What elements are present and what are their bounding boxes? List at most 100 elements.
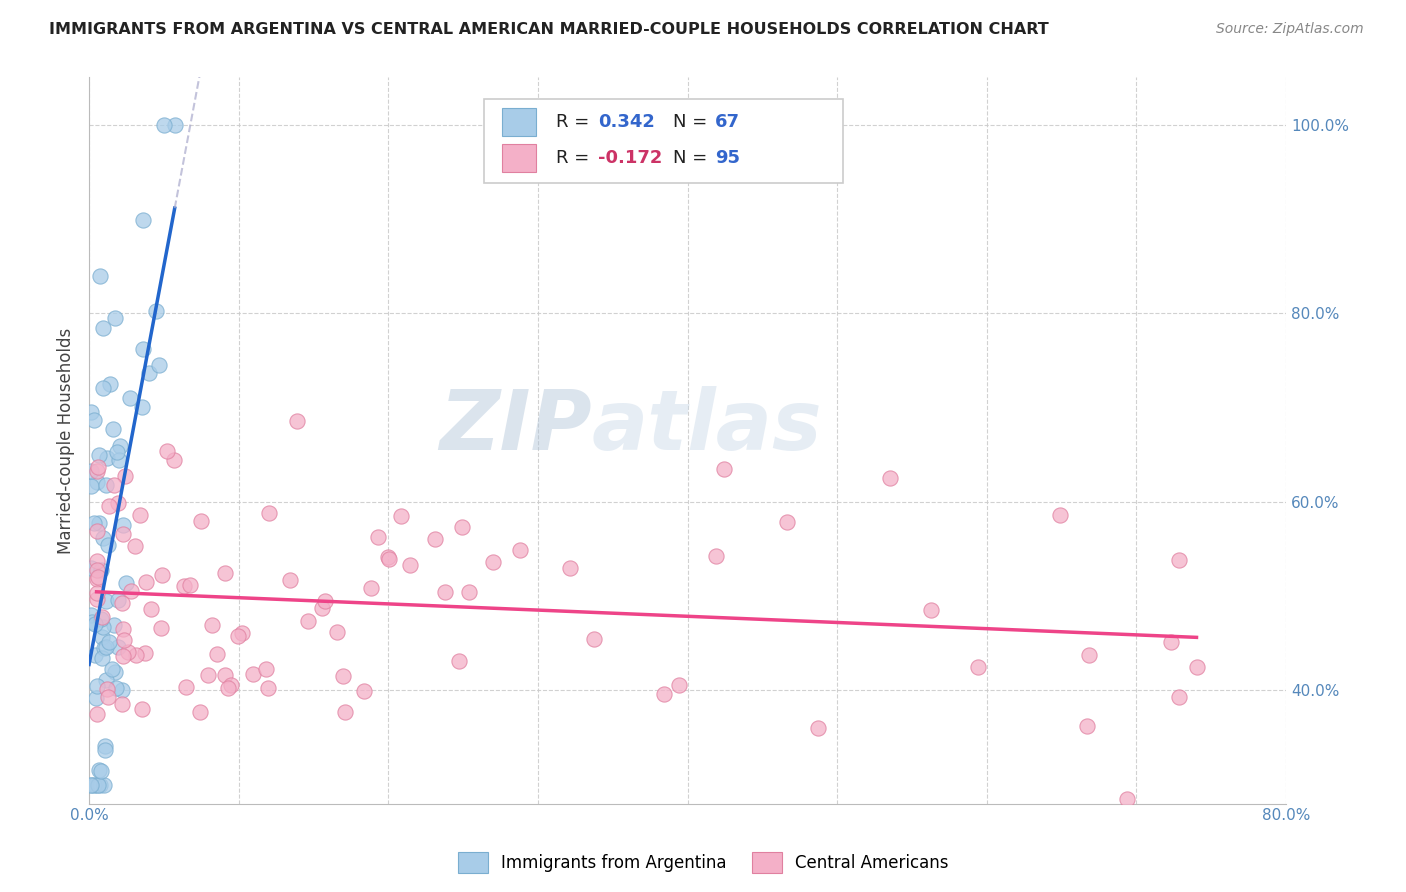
Point	[93, 641, 115, 656]
Point	[389, 508, 412, 523]
Point	[423, 532, 446, 546]
Point	[86, 691, 108, 706]
Point	[87, 459, 110, 474]
Point	[111, 527, 134, 541]
Text: N =: N =	[673, 112, 713, 131]
Point	[1076, 719, 1098, 733]
Point	[226, 630, 249, 644]
Point	[314, 594, 336, 608]
Point	[509, 543, 531, 558]
Point	[105, 445, 128, 459]
Point	[201, 618, 224, 632]
Point	[131, 400, 153, 414]
Point	[86, 572, 108, 586]
Point	[558, 561, 581, 575]
Point	[86, 563, 108, 577]
Point	[145, 304, 167, 318]
Point	[134, 647, 156, 661]
Point	[86, 591, 108, 606]
Point	[434, 585, 457, 599]
Point	[86, 524, 108, 539]
Text: atlas: atlas	[592, 385, 823, 467]
Point	[150, 621, 173, 635]
Point	[86, 475, 108, 490]
Point	[110, 697, 132, 711]
Point	[91, 531, 114, 545]
Point	[86, 679, 108, 693]
Point	[94, 640, 117, 655]
Point	[285, 414, 308, 428]
Point	[205, 647, 228, 661]
Point	[652, 687, 675, 701]
Point	[87, 516, 110, 531]
Point	[367, 530, 389, 544]
Point	[704, 549, 727, 564]
Point	[89, 778, 111, 792]
Point	[91, 630, 114, 644]
Point	[1185, 660, 1208, 674]
Point	[398, 558, 420, 572]
Point	[582, 632, 605, 646]
Point	[776, 515, 799, 529]
Point	[326, 624, 349, 639]
Point	[1160, 635, 1182, 649]
Point	[86, 554, 108, 568]
Point	[89, 268, 111, 283]
Point	[107, 640, 129, 655]
Point	[91, 620, 114, 634]
Point	[100, 662, 122, 676]
Point	[107, 593, 129, 607]
Point	[138, 367, 160, 381]
Point	[111, 648, 134, 663]
Point	[118, 392, 141, 406]
Text: 0.342: 0.342	[598, 112, 655, 131]
Point	[112, 518, 135, 533]
Point	[83, 413, 105, 427]
Point	[80, 608, 103, 623]
Point	[121, 583, 143, 598]
Point	[93, 778, 115, 792]
Point	[1049, 508, 1071, 522]
Point	[103, 618, 125, 632]
Point	[101, 422, 124, 436]
Point	[104, 681, 127, 696]
Point	[94, 477, 117, 491]
Point	[80, 479, 103, 493]
Point	[156, 444, 179, 458]
Point	[108, 453, 131, 467]
Point	[353, 684, 375, 698]
Point	[447, 654, 470, 668]
Point	[96, 682, 118, 697]
Point	[80, 405, 103, 419]
Point	[713, 461, 735, 475]
Point	[173, 579, 195, 593]
Y-axis label: Married-couple Households: Married-couple Households	[58, 327, 75, 554]
Point	[93, 743, 115, 757]
Point	[83, 516, 105, 530]
Point	[378, 552, 401, 566]
Point	[163, 118, 186, 132]
Point	[132, 213, 155, 227]
Point	[217, 681, 239, 695]
Point	[131, 702, 153, 716]
Point	[110, 439, 132, 453]
Point	[311, 600, 333, 615]
Point	[1115, 792, 1137, 806]
Point	[94, 673, 117, 688]
Text: Source: ZipAtlas.com: Source: ZipAtlas.com	[1216, 22, 1364, 37]
Point	[86, 464, 108, 478]
Point	[79, 778, 101, 792]
Point	[360, 581, 382, 595]
Text: R =: R =	[555, 112, 595, 131]
Point	[89, 448, 111, 462]
Point	[98, 635, 121, 649]
Point	[332, 669, 354, 683]
Point	[79, 464, 101, 478]
Point	[221, 678, 243, 692]
Point	[1167, 552, 1189, 566]
Point	[967, 660, 990, 674]
Point	[90, 610, 112, 624]
Point	[79, 778, 101, 792]
Legend: Immigrants from Argentina, Central Americans: Immigrants from Argentina, Central Ameri…	[451, 846, 955, 880]
Point	[132, 342, 155, 356]
